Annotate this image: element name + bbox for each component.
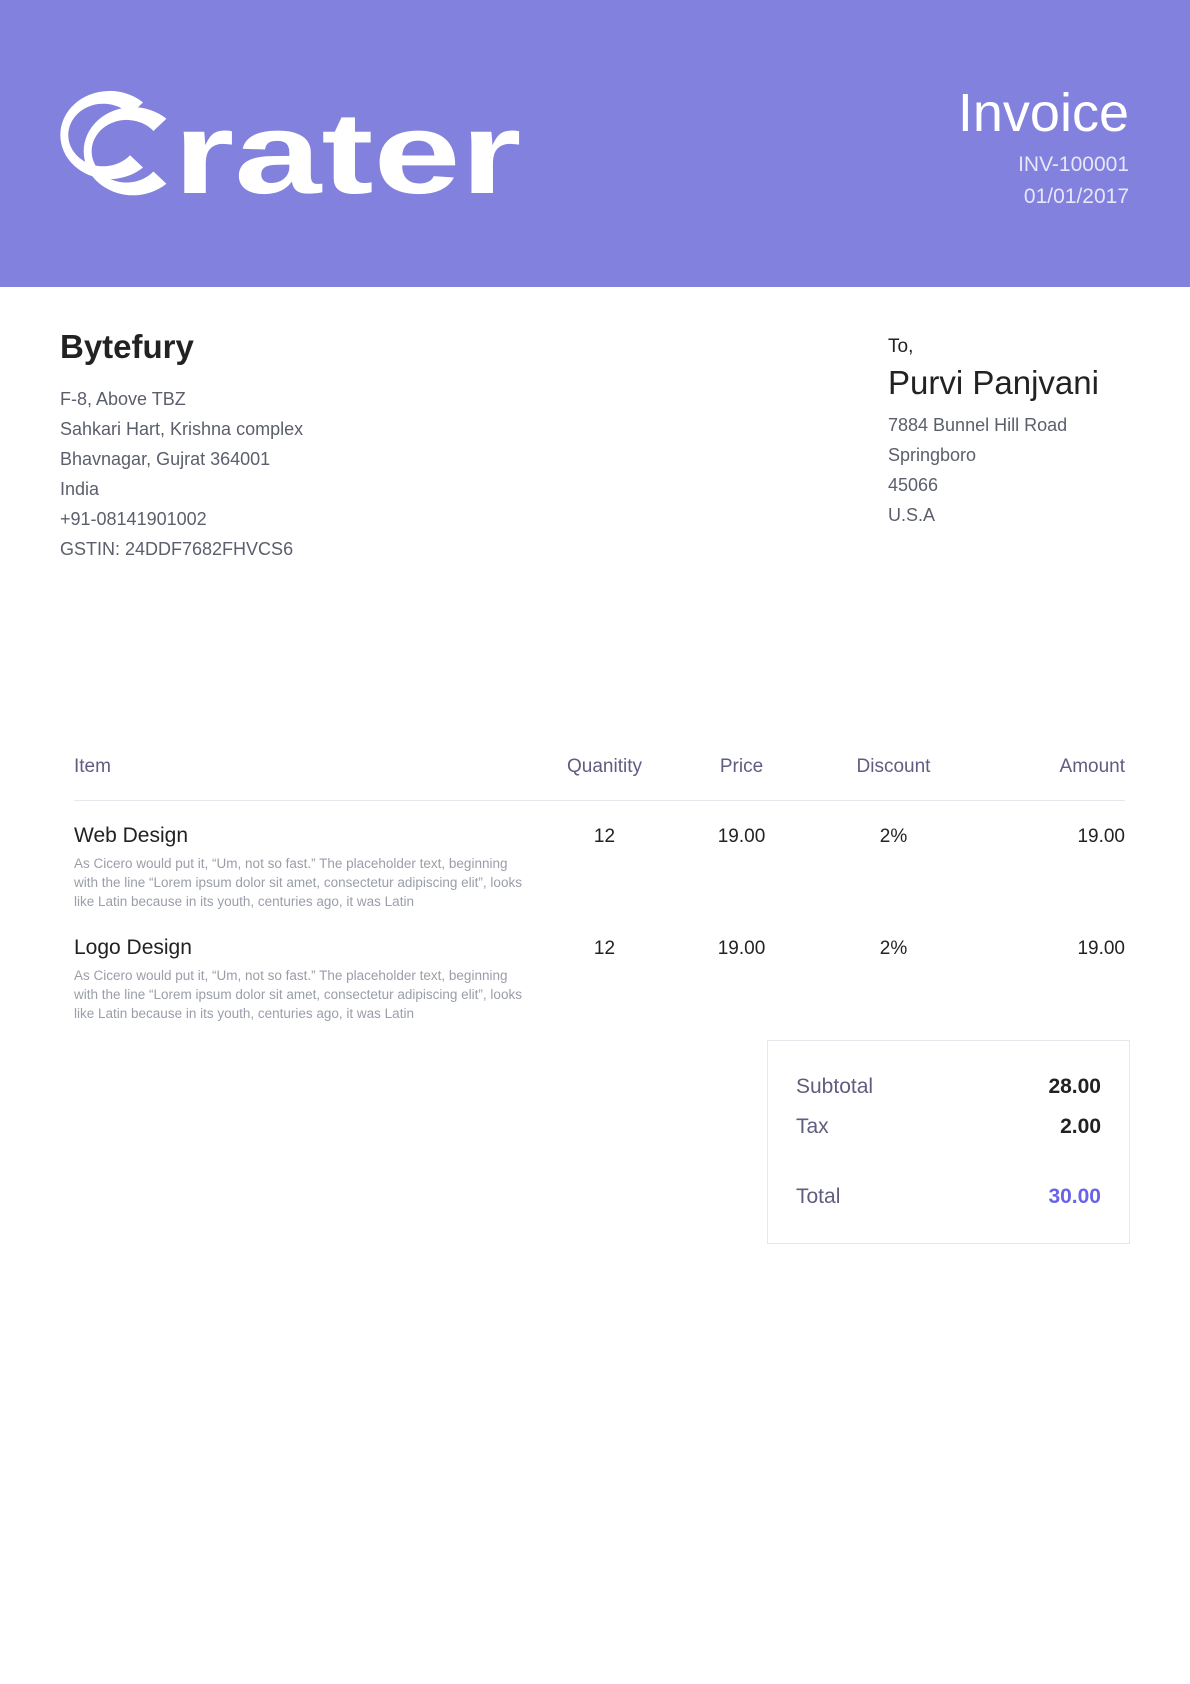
svg-text:rater: rater [173,89,521,219]
